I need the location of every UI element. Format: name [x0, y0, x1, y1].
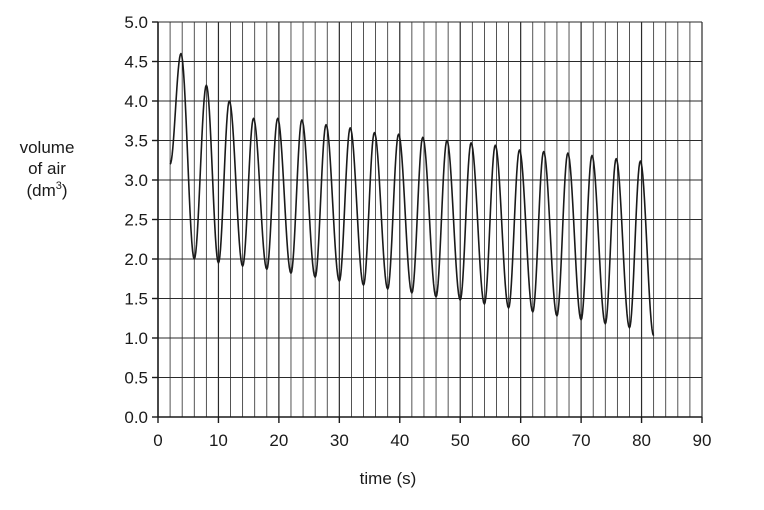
x-tick-label: 10: [209, 431, 228, 450]
x-tick-label: 30: [330, 431, 349, 450]
y-tick-label: 0.5: [124, 369, 148, 388]
y-axis-label-prefix: (dm: [26, 181, 55, 200]
y-tick-label: 5.0: [124, 13, 148, 32]
y-tick-label: 1.5: [124, 290, 148, 309]
x-tick-label: 90: [693, 431, 712, 450]
x-tick-label: 50: [451, 431, 470, 450]
y-axis-label: volume of air (dm3): [20, 138, 75, 200]
x-tick-label: 80: [632, 431, 651, 450]
x-tick-label: 40: [390, 431, 409, 450]
axes-layer: [152, 21, 703, 423]
tick-labels: 0.0 0.5 1.0 1.5 2.0 2.5 3.0 3.5 4.0 4.5 5.0 0 10 20 30…: [124, 13, 711, 450]
y-tick-label: 4.0: [124, 92, 148, 111]
y-axis-label-superscript: 3: [56, 180, 62, 192]
x-tick-label: 0: [153, 431, 162, 450]
y-tick-label: 1.0: [124, 329, 148, 348]
x-tick-label: 20: [269, 431, 288, 450]
y-axis-label-suffix: ): [62, 181, 68, 200]
y-tick-label: 2.5: [124, 211, 148, 230]
y-tick-label: 3.0: [124, 171, 148, 190]
x-tick-label: 60: [511, 431, 530, 450]
y-axis-label-line3: (dm3): [26, 180, 67, 200]
x-tick-label: 70: [572, 431, 591, 450]
y-tick-label: 3.5: [124, 132, 148, 151]
series-line-volume: [169, 52, 655, 336]
y-tick-label: 4.5: [124, 53, 148, 72]
grid-layer: [158, 21, 703, 417]
y-tick-label: 0.0: [124, 408, 148, 427]
y-axis-label-line2: of air: [28, 159, 66, 178]
y-axis-label-line1: volume: [20, 138, 75, 157]
y-tick-label: 2.0: [124, 250, 148, 269]
x-axis-label: time (s): [360, 469, 417, 488]
